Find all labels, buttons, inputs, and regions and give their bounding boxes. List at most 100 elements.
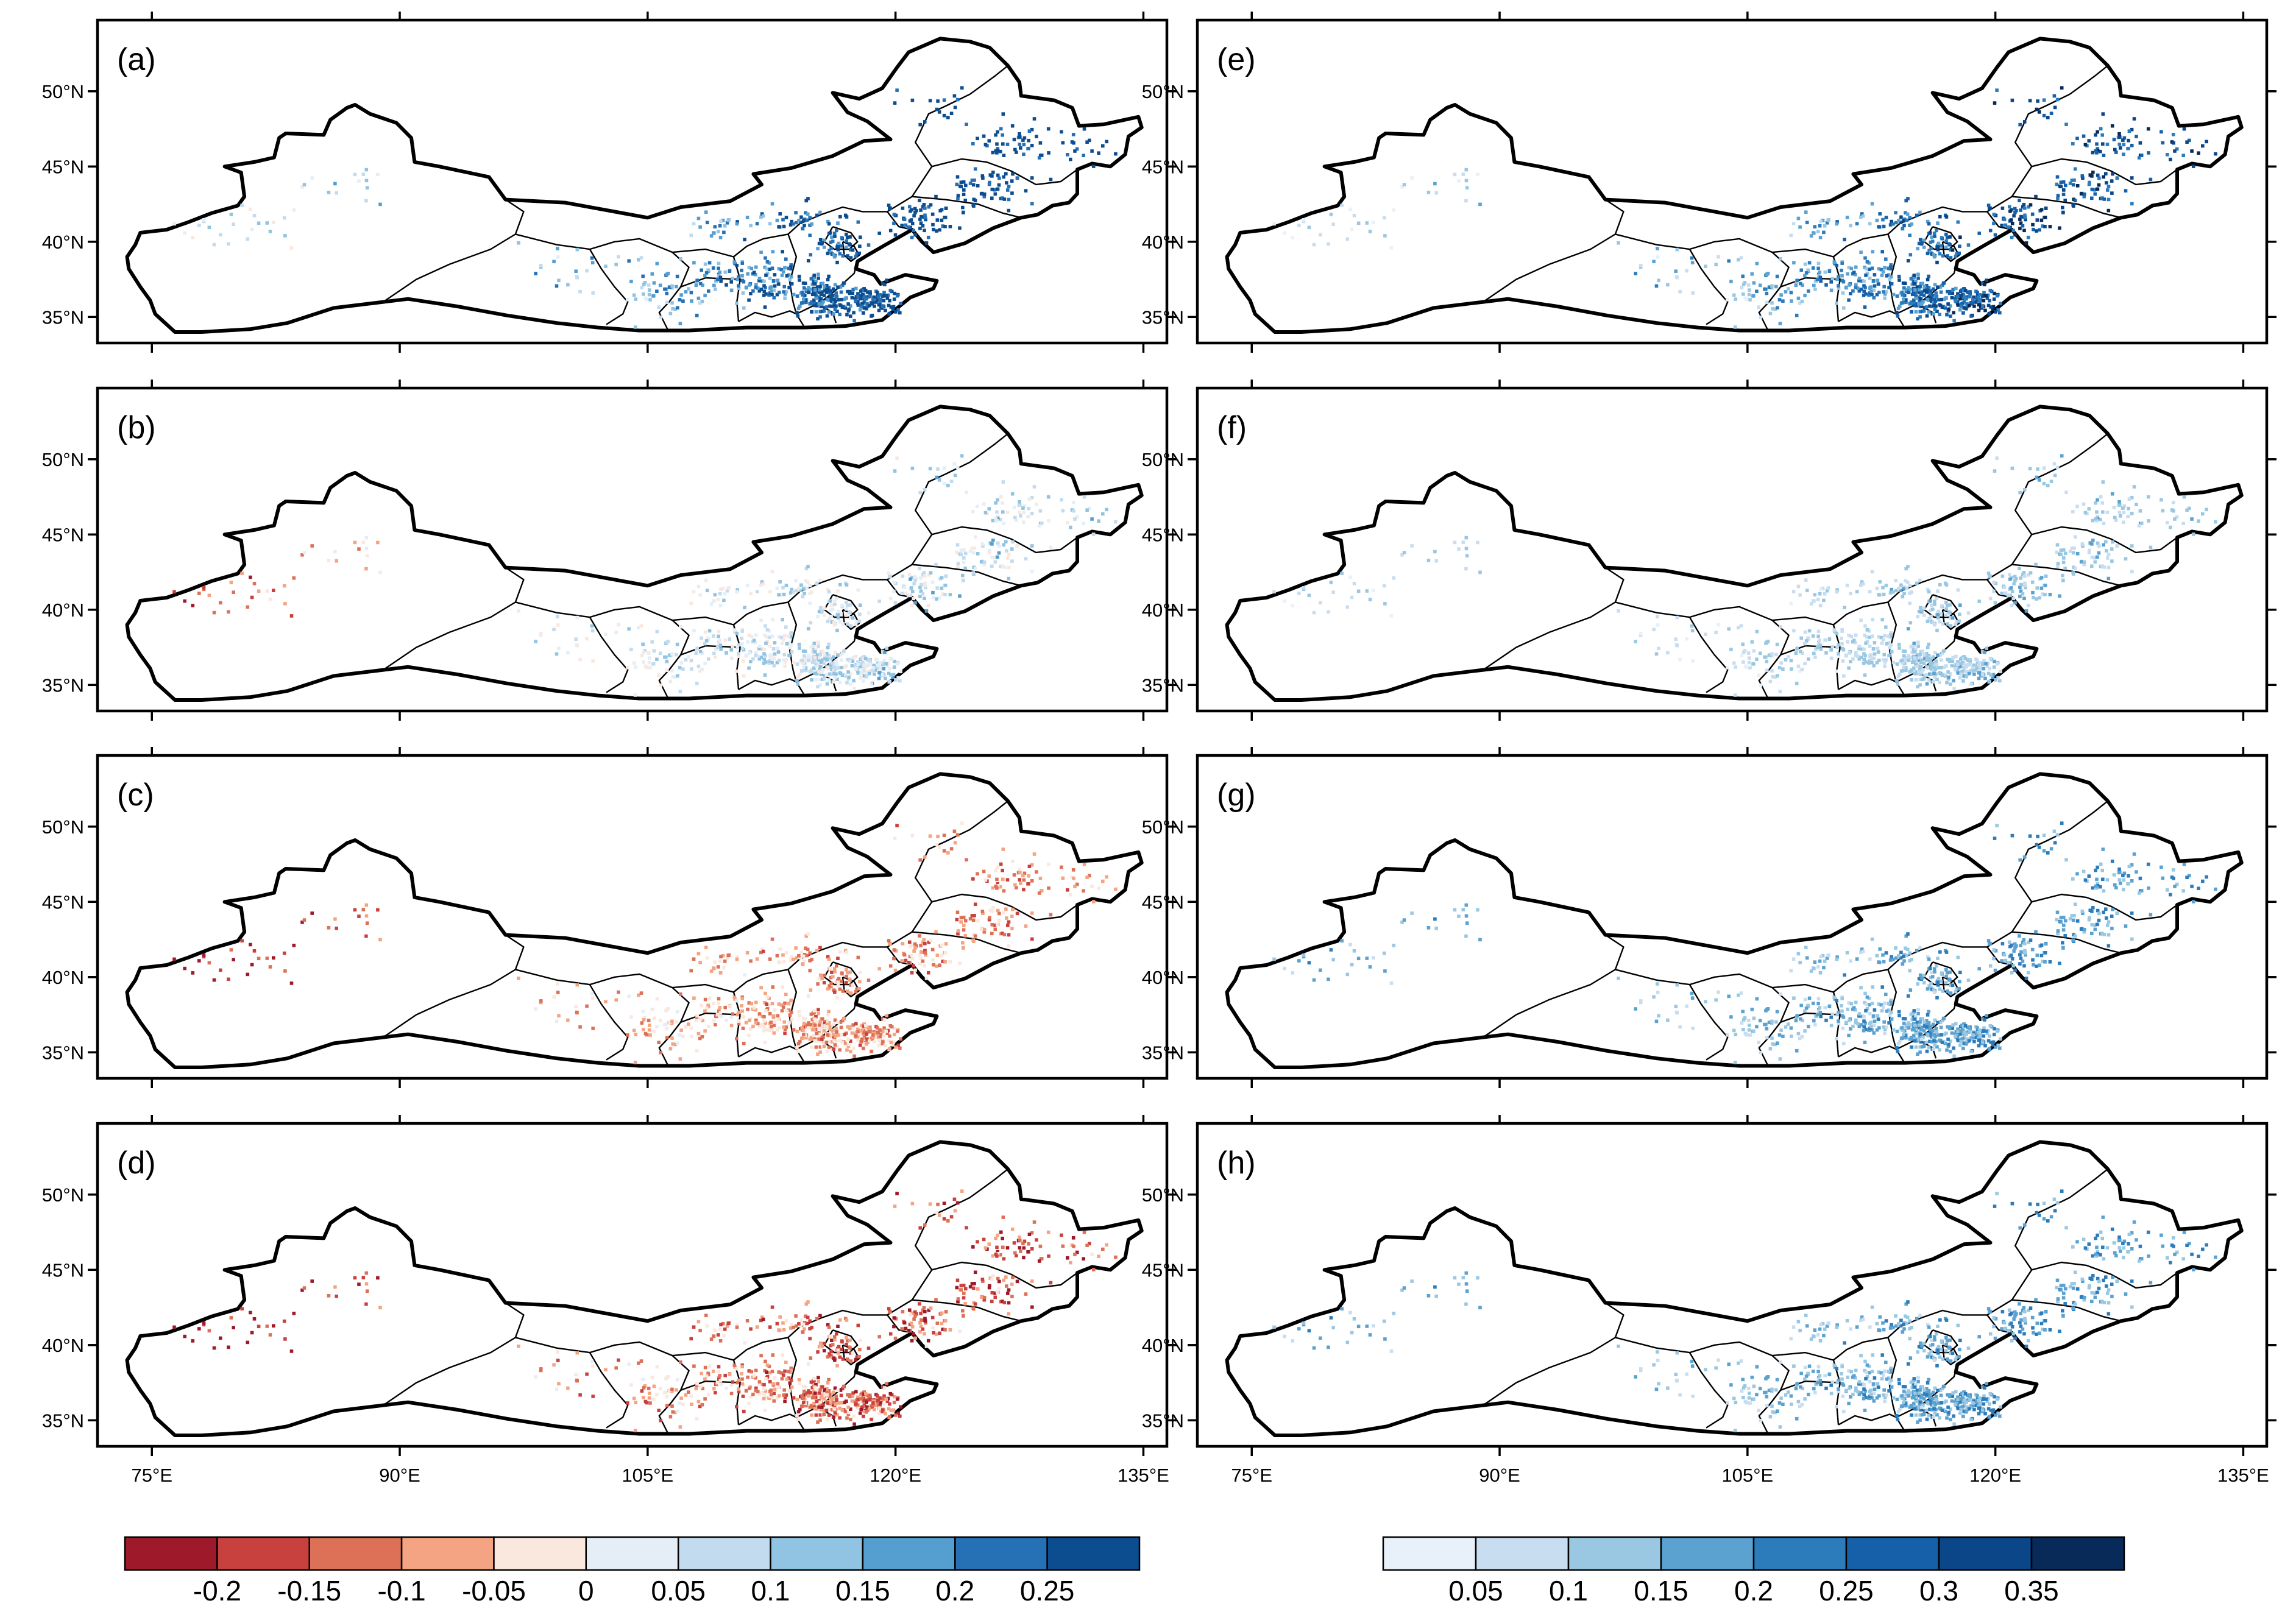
station-dot (982, 930, 987, 934)
station-dot (692, 1325, 696, 1329)
station-dot (813, 303, 817, 308)
station-dot (919, 208, 923, 212)
province-boundary (932, 1261, 1078, 1289)
station-dot (926, 1338, 930, 1343)
station-dot (1951, 288, 1955, 292)
station-dot (888, 1034, 891, 1038)
station-dot (265, 956, 269, 960)
station-dot (2018, 122, 2022, 127)
station-dot (956, 196, 960, 200)
station-dot (1734, 297, 1738, 301)
station-dot (811, 276, 815, 280)
station-dot (378, 202, 382, 207)
station-dot (836, 285, 840, 289)
station-dot (335, 926, 338, 930)
station-dot (282, 951, 286, 955)
station-dot (632, 1396, 636, 1401)
station-dot (1819, 219, 1823, 224)
station-dot (935, 964, 938, 968)
station-dot (706, 636, 710, 640)
station-dot (812, 280, 815, 283)
station-dot (1004, 540, 1008, 543)
province-boundary (672, 1168, 1008, 1361)
station-dot (1026, 882, 1030, 886)
station-dot (1914, 310, 1918, 314)
station-dot (804, 1401, 807, 1406)
station-dot (252, 582, 257, 585)
station-dot (971, 203, 975, 207)
station-dot (718, 1327, 722, 1331)
station-dot (832, 232, 837, 235)
station-dot (877, 1398, 880, 1402)
station-dot (1889, 631, 1893, 635)
station-dot (852, 687, 856, 691)
station-dot (1090, 149, 1094, 153)
station-dot (1916, 247, 1919, 250)
station-dot (1740, 654, 1744, 657)
station-dot (1001, 112, 1005, 116)
station-dot (740, 269, 743, 272)
station-dot (557, 646, 561, 651)
station-dot (802, 286, 806, 290)
station-dot (1066, 1256, 1069, 1260)
station-dot (1634, 272, 1637, 275)
station-dot (856, 1405, 860, 1409)
station-dot (813, 671, 817, 676)
station-dot (335, 559, 338, 563)
station-dot (1936, 245, 1940, 249)
station-dot (361, 172, 366, 176)
station-dot (820, 670, 824, 674)
station-dot (849, 1039, 852, 1043)
station-dot (1002, 910, 1005, 914)
station-dot (828, 1407, 832, 1412)
station-dot (614, 998, 618, 1002)
station-dot (912, 964, 915, 968)
station-dot (689, 233, 693, 238)
station-dot (827, 222, 831, 226)
panel-label: (a) (117, 42, 156, 77)
station-dot (1944, 232, 1948, 236)
station-dot (2027, 205, 2031, 209)
station-dot (913, 211, 917, 214)
station-dot (863, 1398, 867, 1402)
station-dot (733, 1365, 737, 1369)
station-dot (1908, 233, 1912, 238)
station-dot (1046, 127, 1051, 131)
station-dot (880, 1040, 885, 1044)
station-dot (1872, 656, 1876, 660)
station-dots (172, 1189, 1118, 1432)
station-dot (718, 1339, 723, 1343)
station-dot (988, 180, 991, 185)
station-dot (1297, 224, 1301, 227)
station-dot (746, 1375, 749, 1379)
station-dot (728, 269, 732, 273)
station-dot (2075, 136, 2079, 141)
station-dot (1005, 143, 1010, 146)
station-dot (1938, 681, 1941, 685)
station-dot (910, 957, 915, 961)
station-dot (827, 654, 831, 657)
station-dot (1770, 654, 1774, 658)
station-dot (863, 288, 868, 292)
station-dot (696, 296, 701, 300)
station-dot (2035, 229, 2038, 233)
station-dot (893, 291, 896, 295)
station-dot (1027, 865, 1032, 868)
station-dot (924, 1321, 927, 1325)
station-dot (2041, 224, 2044, 228)
map-panel-c: 35°N40°N45°N50°N(c) (42, 747, 1177, 1088)
station-dot (715, 277, 720, 281)
station-dot (770, 660, 774, 665)
station-dot (1030, 1279, 1034, 1283)
station-dot (1857, 645, 1862, 648)
station-dot (910, 1338, 914, 1343)
station-dot (1046, 1230, 1051, 1234)
station-dot (1734, 665, 1738, 669)
station-dot (747, 1401, 751, 1406)
station-dot (1882, 290, 1885, 294)
station-dot (898, 311, 902, 315)
station-dot (707, 1393, 710, 1396)
station-dot (2038, 228, 2041, 232)
station-dot (898, 679, 902, 683)
station-dot (2009, 218, 2013, 222)
